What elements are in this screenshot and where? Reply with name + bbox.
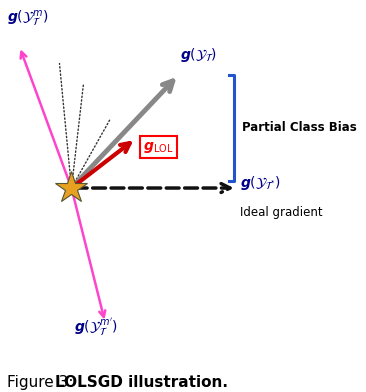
Text: $\boldsymbol{g}(\mathcal{Y}_{\mathcal{T}^{*}})$: $\boldsymbol{g}(\mathcal{Y}_{\mathcal{T}…: [240, 174, 280, 192]
Text: $\boldsymbol{g}(\mathcal{Y}_{\mathcal{T}})$: $\boldsymbol{g}(\mathcal{Y}_{\mathcal{T}…: [180, 46, 217, 64]
Text: $\boldsymbol{g}(\mathcal{Y}_{\mathcal{T}}^{m'})$: $\boldsymbol{g}(\mathcal{Y}_{\mathcal{T}…: [74, 317, 118, 338]
Text: Partial Class Bias: Partial Class Bias: [242, 122, 357, 134]
Text: $\boldsymbol{g}_{\mathrm{LOL}}$: $\boldsymbol{g}_{\mathrm{LOL}}$: [143, 140, 174, 155]
Text: Ideal gradient: Ideal gradient: [240, 206, 322, 219]
Text: $\boldsymbol{g}(\mathcal{Y}_{\mathcal{T}}^{m})$: $\boldsymbol{g}(\mathcal{Y}_{\mathcal{T}…: [7, 9, 49, 29]
Text: Figure 3:: Figure 3:: [7, 376, 79, 390]
Text: LOLSGD illustration.: LOLSGD illustration.: [55, 376, 228, 390]
